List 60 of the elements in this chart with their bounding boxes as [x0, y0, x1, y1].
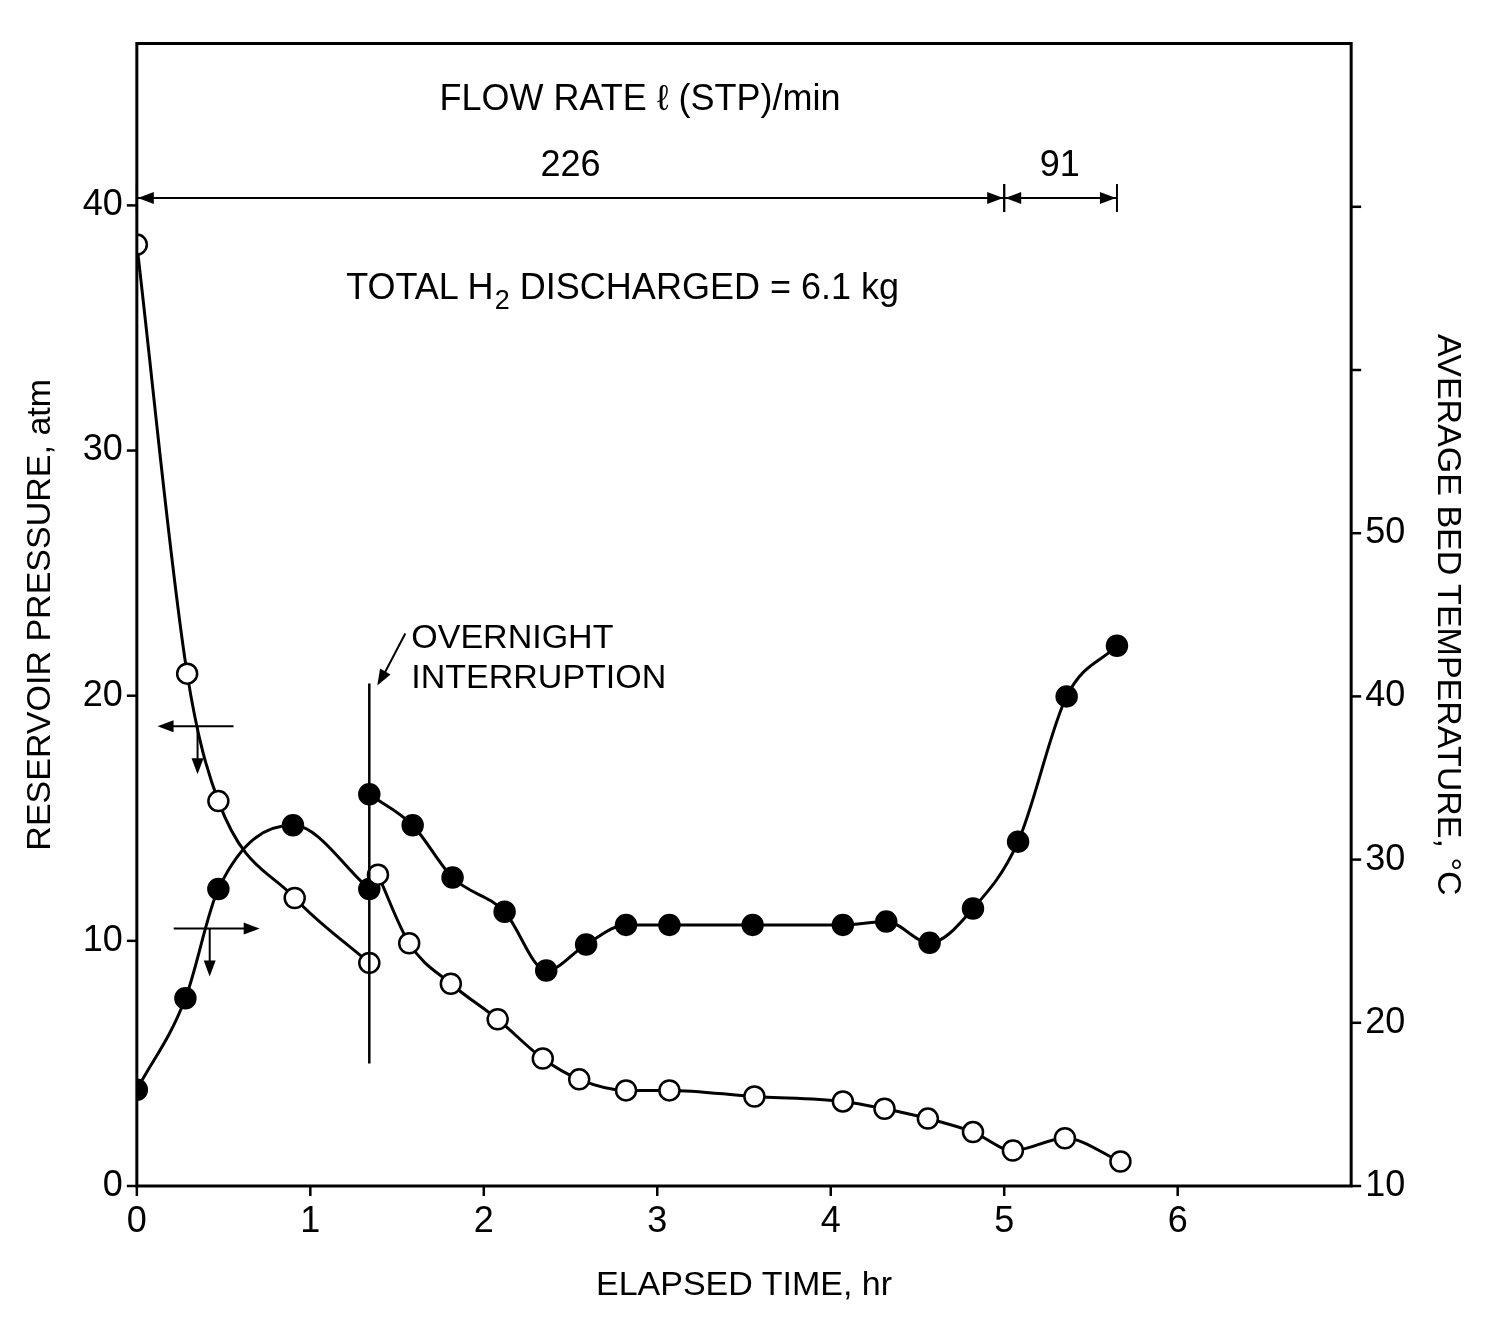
- point: [916, 1107, 940, 1130]
- y2-tick-label: 10: [1365, 1162, 1406, 1204]
- y2-tick-label: 30: [1365, 836, 1406, 878]
- point: [439, 972, 463, 995]
- point: [614, 913, 638, 937]
- x-tick-label: 4: [820, 1198, 841, 1240]
- point: [1001, 1139, 1025, 1162]
- x-tick-label: 6: [1167, 1198, 1188, 1240]
- point: [441, 866, 464, 889]
- point: [961, 1120, 985, 1144]
- point: [534, 959, 558, 982]
- point: [567, 1068, 591, 1091]
- point: [207, 877, 230, 901]
- point: [741, 913, 764, 937]
- annotation: OVERNIGHT INTERRUPTION: [411, 616, 667, 695]
- point: [175, 662, 199, 685]
- point: [531, 1047, 555, 1070]
- point: [366, 863, 390, 886]
- x-tick-label: 5: [994, 1198, 1015, 1240]
- x-axis-title: ELAPSED TIME, hr: [595, 1263, 893, 1302]
- x-tick-label: 1: [300, 1198, 321, 1240]
- point: [397, 932, 421, 955]
- point: [401, 814, 424, 837]
- point: [873, 1097, 896, 1121]
- y-tick-label: 0: [102, 1162, 123, 1204]
- point: [1006, 830, 1030, 853]
- point: [486, 1008, 509, 1031]
- y2-tick-label: 20: [1365, 999, 1406, 1041]
- point: [281, 814, 305, 837]
- x-tick-label: 3: [647, 1198, 668, 1240]
- x-tick-label: 2: [473, 1198, 494, 1240]
- point: [1055, 685, 1078, 708]
- y-axis-title: RESERVOIR PRESSURE, atm: [18, 378, 57, 851]
- point: [961, 897, 985, 920]
- point: [614, 1079, 638, 1102]
- y-tick-label: 20: [82, 672, 123, 714]
- point: [207, 789, 230, 813]
- point: [174, 987, 197, 1010]
- point: [493, 900, 516, 924]
- y2-tick-label: 40: [1365, 673, 1406, 715]
- point: [283, 886, 306, 910]
- y-tick-label: 30: [82, 427, 123, 469]
- annotation: 226: [540, 143, 601, 185]
- point: [743, 1085, 766, 1108]
- point: [1105, 634, 1129, 658]
- point: [918, 931, 941, 955]
- point: [658, 913, 681, 937]
- y-tick-label: 10: [82, 917, 123, 959]
- point: [875, 910, 898, 933]
- y-tick-label: 40: [82, 182, 123, 224]
- annotation: FLOW RATE ℓ (STP)/min: [439, 76, 841, 118]
- point: [831, 1090, 855, 1113]
- point: [574, 933, 598, 956]
- point: [831, 913, 855, 937]
- point: [658, 1079, 681, 1102]
- point: [1109, 1150, 1132, 1173]
- y2-tick-label: 50: [1365, 510, 1406, 552]
- annotation: 91: [1039, 143, 1080, 185]
- y2-axis-title: AVERAGE BED TEMPERATURE, °C: [1431, 334, 1470, 896]
- point: [1053, 1126, 1077, 1150]
